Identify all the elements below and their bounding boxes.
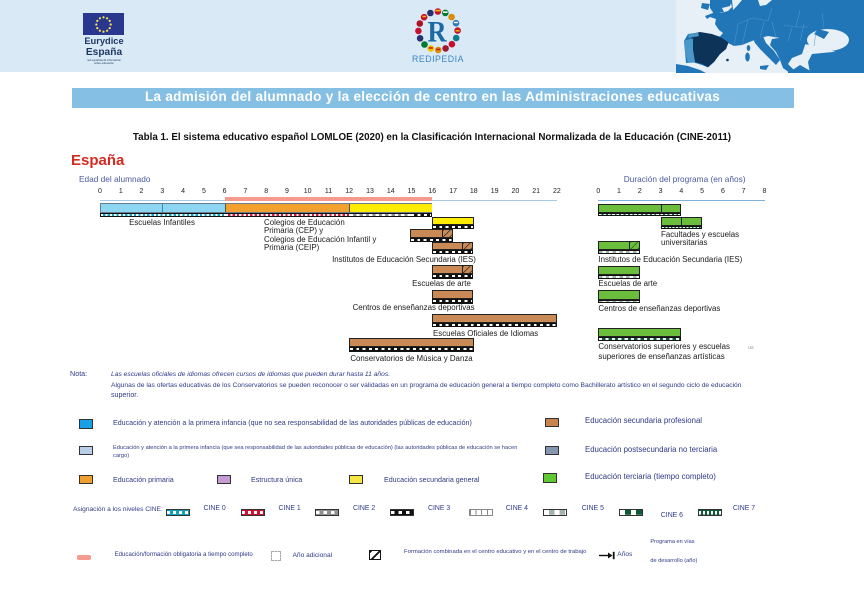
svg-text:R: R <box>427 16 447 49</box>
